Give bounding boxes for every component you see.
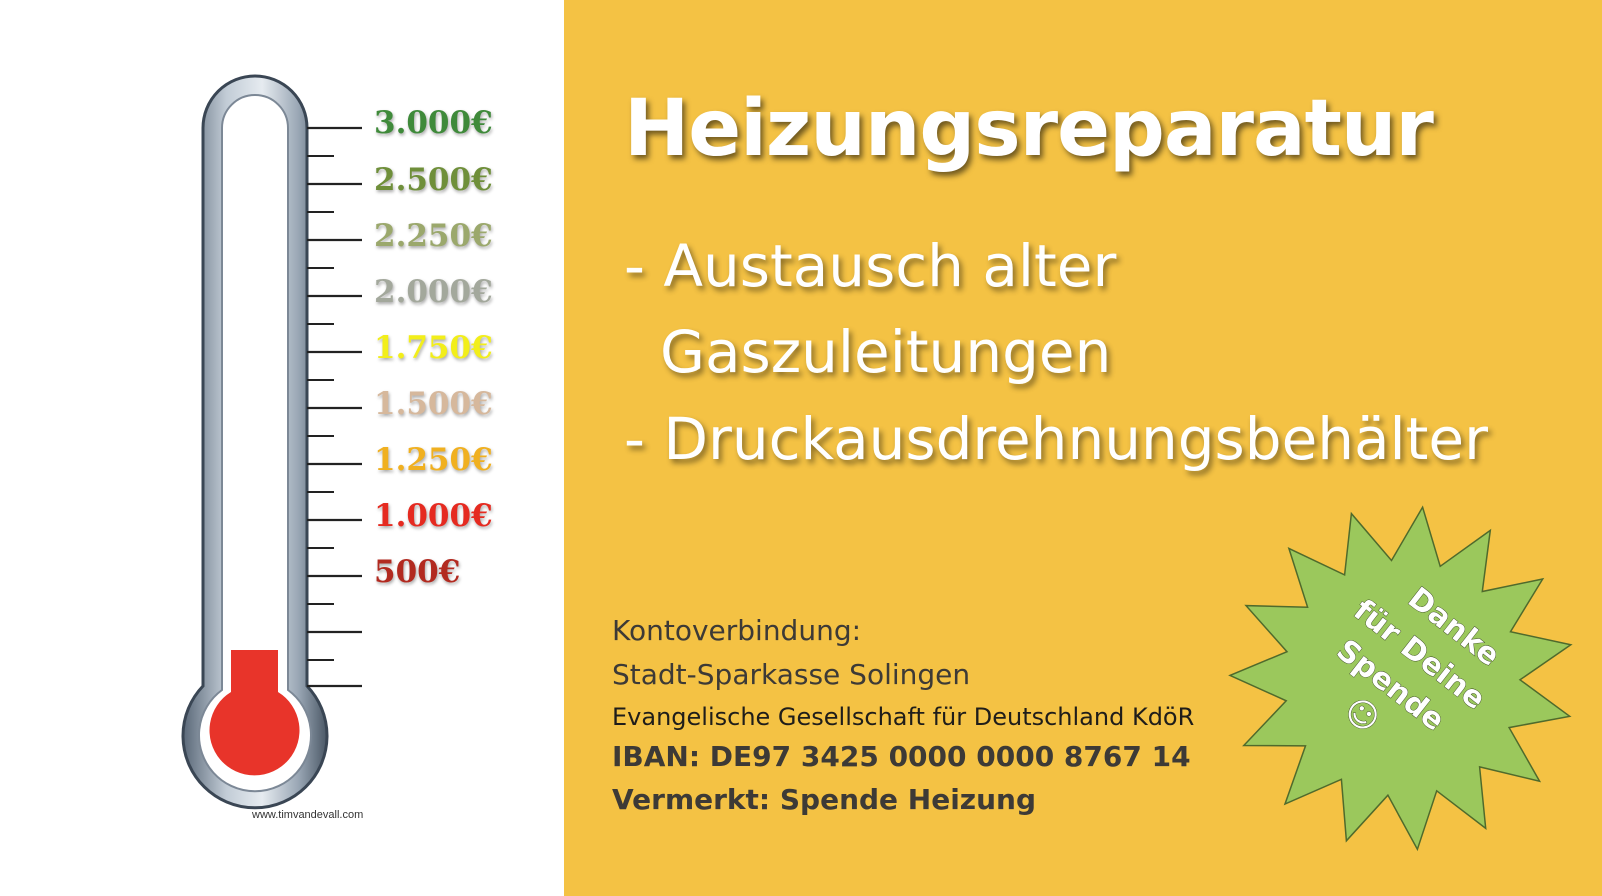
bullet-line-2: Gaszuleitungen [660,318,1112,386]
starburst-shape [1228,505,1573,852]
thermometer-graphic [181,74,362,810]
thermometer-inner [198,94,312,793]
thermometer-ticks [307,126,362,688]
scale-label-2500: 2.500€ [374,162,493,198]
account-holder: Evangelische Gesellschaft für Deutschlan… [612,703,1195,731]
scale-label-1750: 1.750€ [374,330,493,366]
bullet-line-1: - Austausch alter [624,232,1117,300]
account-reference: Vermerkt: Spende Heizung [612,783,1037,816]
watermark-text: www.timvandevall.com [252,809,364,821]
account-bank: Stadt-Sparkasse Solingen [612,658,971,691]
scale-label-1500: 1.500€ [374,386,493,422]
scale-label-1000: 1.000€ [374,498,493,534]
thank-you-badge: Danke für Deine Spende ☺ [1228,505,1573,852]
bullet-line-3: - Druckausdrehnungsbehälter [624,405,1488,473]
scale-label-2000: 2.000€ [374,274,493,310]
scale-label-2250: 2.250€ [374,218,493,254]
thermometer-mercury [209,650,300,776]
account-heading: Kontoverbindung: [612,614,862,647]
account-iban: IBAN: DE97 3425 0000 0000 8767 14 [612,740,1191,773]
scale-label-3000: 3.000€ [374,105,493,141]
scale-label-1250: 1.250€ [374,442,493,478]
page-title: Heizungsreparatur [624,84,1434,174]
scale-label-500: 500€ [374,554,461,590]
thermometer-panel: 3.000€ 2.500€ 2.250€ 2.000€ 1.750€ 1.500… [0,0,564,896]
